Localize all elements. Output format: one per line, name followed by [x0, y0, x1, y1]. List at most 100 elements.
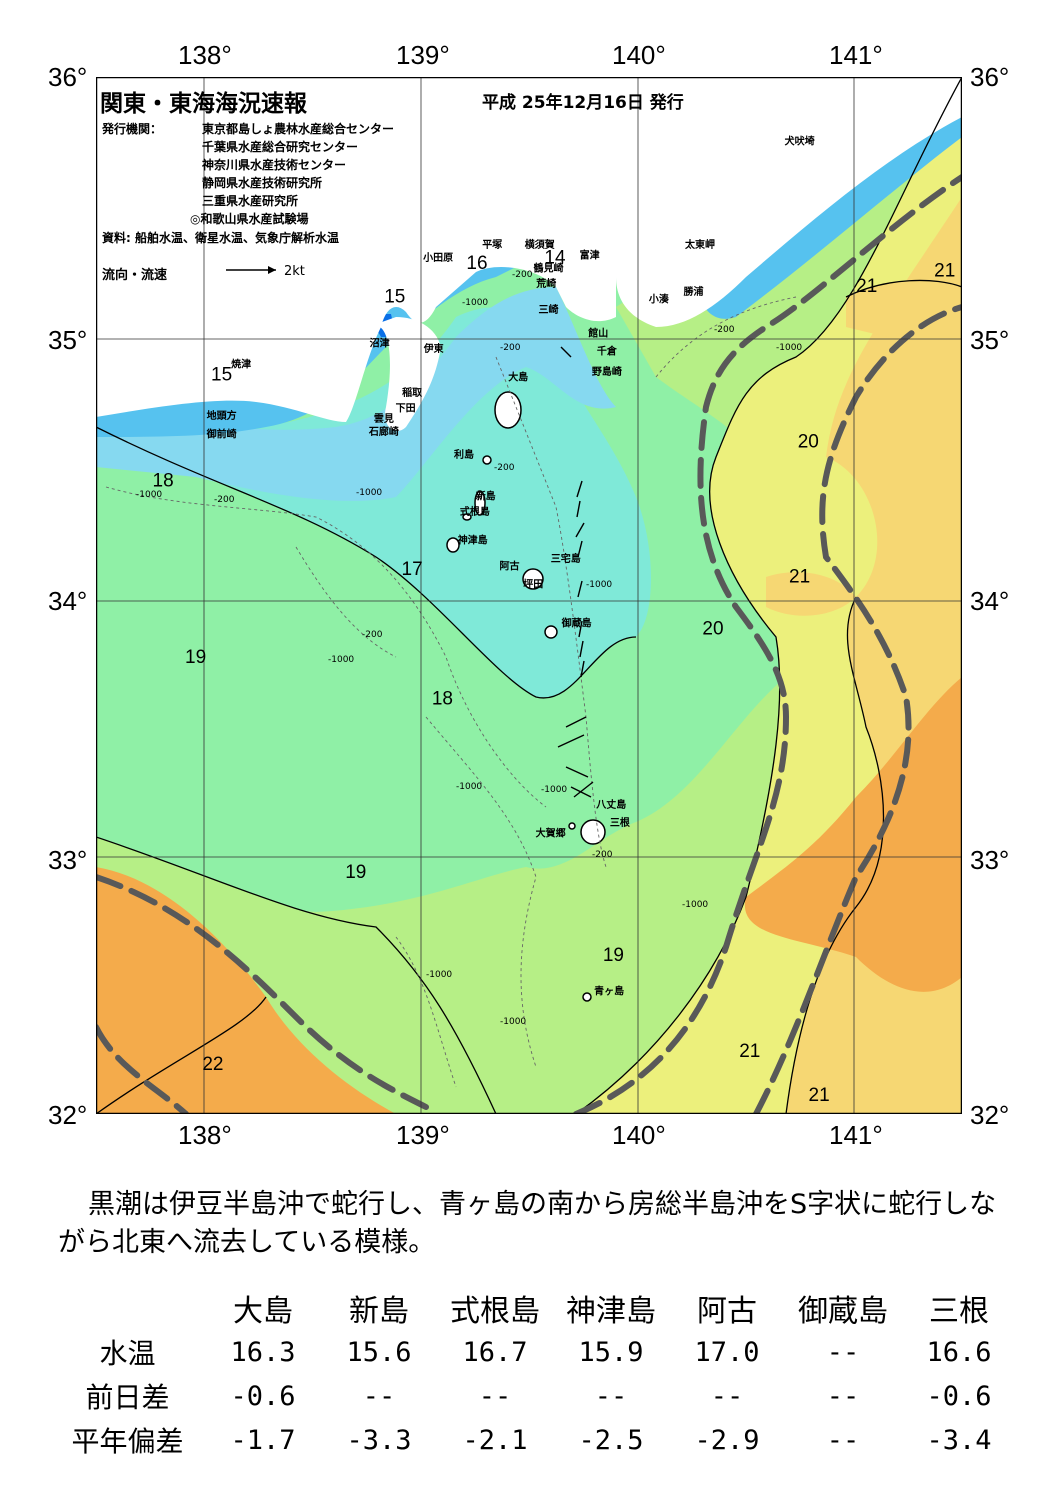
table-cell: 15.6: [346, 1336, 412, 1368]
table-cell: -0.6: [926, 1380, 992, 1412]
lat-label-34-left: 34°: [48, 586, 88, 616]
place-label: 犬吠埼: [785, 134, 815, 147]
isotherm-label: 19: [345, 862, 366, 883]
isotherm-label: 21: [789, 567, 810, 588]
isobath-line: [655, 296, 797, 378]
table-corner: [50, 1286, 205, 1330]
flow-vector: [577, 580, 583, 598]
column-header: 大島: [233, 1294, 293, 1329]
issue-date: 平成 25年12月16日 発行: [482, 93, 684, 113]
table-cell: 16.3: [230, 1336, 296, 1368]
flow-legend-scale: 2kt: [284, 264, 305, 279]
issuer: 神奈川県水産技術センター: [202, 158, 347, 172]
row-header: 前日差: [85, 1381, 170, 1414]
flow-legend-arrowhead: [268, 266, 276, 274]
column-header: 三根: [929, 1294, 989, 1329]
isobath-line: [105, 486, 547, 808]
kuroshio-axis: [753, 304, 962, 1114]
issuers-label: 発行機関：: [102, 122, 163, 136]
lat-label-32-left: 32°: [48, 1100, 88, 1130]
issuer: 東京都島しょ農林水産総合センター: [202, 122, 395, 136]
table-cell: -3.3: [346, 1424, 412, 1456]
place-label: 青ヶ島: [594, 985, 624, 998]
table-cell: --: [826, 1336, 860, 1368]
map-frame: [96, 77, 962, 1114]
isotherm-line: [845, 279, 962, 298]
lat-label-33-left: 33°: [48, 845, 88, 875]
isotherm-label: 14: [544, 248, 566, 269]
land-miura: [579, 197, 616, 292]
place-label: 富津: [580, 249, 600, 262]
place-label: 下田: [396, 402, 416, 414]
place-label: 石廊崎: [368, 425, 399, 438]
kuroshio-axis: [573, 174, 962, 1114]
island-shikinejima: [462, 513, 472, 521]
place-label: 焼津: [231, 357, 251, 370]
lon-label-138-top: 138°: [178, 40, 232, 70]
place-label: 横須賀: [525, 238, 555, 251]
depth-label: -1000: [541, 785, 567, 795]
flow-legend-label: 流向・流速: [102, 268, 168, 283]
issuer: 三重県水産研究所: [202, 194, 299, 208]
place-label: 沼津: [370, 337, 390, 350]
flow-vector: [573, 781, 594, 798]
place-label: 平塚: [482, 238, 502, 251]
depth-label: -200: [214, 495, 235, 505]
depth-label: -1000: [328, 655, 354, 665]
flow-vector: [578, 620, 583, 638]
isotherm-label: 15: [211, 364, 232, 385]
isotherm-label: 20: [702, 618, 723, 639]
place-label: 稲取: [402, 386, 423, 399]
isobath-line: [495, 356, 607, 868]
flow-vector: [565, 716, 587, 728]
column-header: 神津島: [566, 1294, 656, 1329]
table-row: 平年偏差 -1.7 -3.3 -2.1 -2.5 -2.9 -- -3.4: [50, 1418, 1017, 1462]
table-cell: --: [362, 1380, 396, 1412]
place-label: 地頭方: [207, 409, 237, 422]
kuroshio-axis: [96, 874, 429, 1110]
map-title: 関東・東海海況速報: [100, 91, 307, 117]
isotherm-label: 21: [739, 1041, 760, 1062]
lat-label-35-right: 35°: [970, 325, 1010, 355]
depth-label: -1000: [136, 490, 162, 500]
island-mikurajima: [544, 625, 558, 639]
lon-label-138-bottom: 138°: [178, 1120, 232, 1150]
isotherm-label: 19: [603, 945, 624, 966]
lon-label-140-bottom: 140°: [612, 1120, 666, 1150]
sea-temperature-map: 14 15 15 16 17 18 18 19 19 19 20 20 21 21 21 21 21 22 犬吠埼…: [96, 77, 962, 1114]
place-label: 伊東: [423, 342, 444, 355]
isotherm-line: [96, 836, 497, 1114]
place-label: 阿古: [500, 560, 520, 573]
lon-label-141-bottom: 141°: [829, 1120, 883, 1150]
place-label: 御前崎: [206, 427, 237, 440]
flow-vector: [579, 640, 584, 658]
lat-label-33-right: 33°: [970, 845, 1010, 875]
isotherm-line: [96, 996, 267, 1114]
column-header: 阿古: [697, 1294, 757, 1329]
depth-label: -200: [362, 630, 383, 640]
column-header: 御蔵島: [798, 1294, 888, 1329]
place-label: 雲見: [374, 413, 394, 425]
sea-22-zone-west: [96, 867, 396, 1114]
table-cell: -1.7: [230, 1424, 296, 1456]
place-label: 新島: [476, 490, 496, 503]
island-kozushima: [446, 537, 460, 553]
depth-label: -1000: [456, 782, 482, 792]
table-cell: --: [826, 1380, 860, 1412]
lat-label-36-left: 36°: [48, 62, 88, 92]
isotherm-label: 15: [384, 287, 405, 308]
depth-label: -1000: [426, 970, 452, 980]
table-cell: --: [478, 1380, 512, 1412]
land-mainland: [96, 77, 616, 422]
depth-label: -1000: [682, 900, 708, 910]
row-header: 平年偏差: [71, 1425, 184, 1458]
place-label: 利島: [454, 448, 474, 461]
table-cell: 16.6: [926, 1336, 992, 1368]
land-izu-peninsula: [368, 317, 441, 431]
depth-label: -1000: [586, 580, 612, 590]
lon-label-141-top: 141°: [829, 40, 883, 70]
place-label: 式根島: [460, 505, 490, 518]
situation-comment-text: 黒潮は伊豆半島沖で蛇行し、青ヶ島の南から房総半島沖をS字状に蛇行しながら北東へ流…: [58, 1189, 997, 1258]
sea-21-zone-mid: [766, 572, 856, 616]
